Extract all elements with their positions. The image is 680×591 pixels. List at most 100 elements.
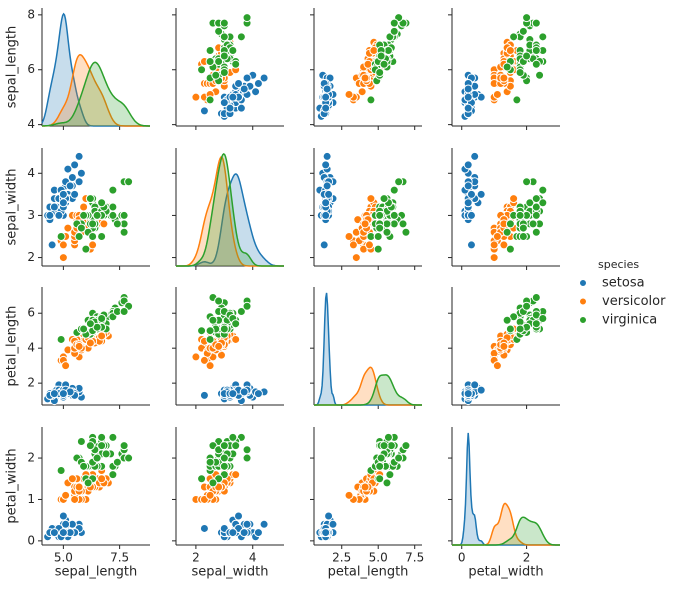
point xyxy=(49,389,59,399)
density-area xyxy=(176,153,284,266)
point xyxy=(515,67,525,77)
point xyxy=(56,465,66,475)
point xyxy=(70,494,80,504)
point xyxy=(205,57,215,67)
point xyxy=(382,227,392,237)
point xyxy=(242,73,252,83)
point xyxy=(463,92,473,102)
point xyxy=(199,390,209,400)
point xyxy=(375,223,385,233)
point xyxy=(101,449,111,459)
point xyxy=(197,326,207,336)
point xyxy=(344,232,354,241)
point xyxy=(360,482,370,492)
y-axis-label: sepal_length xyxy=(5,26,20,109)
point xyxy=(58,389,68,399)
point xyxy=(85,338,95,348)
point xyxy=(228,389,238,399)
y-tick-label: 4 xyxy=(27,117,35,131)
point xyxy=(205,361,215,371)
panel: 5.0 7.5 0 1 2 xyxy=(27,427,150,565)
point xyxy=(531,227,541,237)
panel: 2.5 5.0 7.5 xyxy=(310,427,424,565)
point xyxy=(231,319,241,329)
point xyxy=(531,292,541,302)
point xyxy=(67,474,77,484)
point xyxy=(348,240,358,250)
point xyxy=(251,87,261,97)
point xyxy=(70,160,80,170)
point xyxy=(401,441,411,451)
x-tick-label: 5.0 xyxy=(54,551,73,565)
point xyxy=(219,32,229,42)
point xyxy=(376,453,386,463)
point xyxy=(99,219,109,229)
y-tick-label: 4 xyxy=(27,341,35,355)
point xyxy=(74,151,84,161)
point xyxy=(253,78,263,88)
point xyxy=(328,519,338,529)
point xyxy=(81,244,91,254)
point xyxy=(518,232,528,241)
point xyxy=(112,219,122,229)
point xyxy=(208,315,218,325)
point xyxy=(119,441,129,451)
point xyxy=(401,227,411,237)
point xyxy=(505,219,515,229)
legend-title: species xyxy=(598,258,639,271)
point xyxy=(58,198,68,208)
point xyxy=(242,13,252,23)
point xyxy=(259,73,269,83)
panel xyxy=(172,287,284,409)
density-line xyxy=(176,152,284,267)
y-tick-label: 3 xyxy=(27,208,35,222)
point xyxy=(88,232,98,241)
point xyxy=(219,98,229,108)
density-area xyxy=(314,374,422,405)
y-tick-label: 4 xyxy=(27,166,35,180)
point xyxy=(67,173,77,182)
x-tick-label: 7.5 xyxy=(110,551,129,565)
point xyxy=(83,478,93,488)
point xyxy=(61,361,71,371)
density-area xyxy=(176,174,284,266)
x-axis-label: petal_length xyxy=(328,565,409,580)
point xyxy=(389,210,399,220)
point xyxy=(492,361,502,371)
point xyxy=(85,441,95,451)
y-tick-label: 2 xyxy=(27,451,35,465)
point xyxy=(49,202,59,212)
x-tick-label: 2.5 xyxy=(332,551,351,565)
point xyxy=(463,103,473,113)
point xyxy=(112,457,122,467)
point xyxy=(515,324,525,334)
x-axis-label: sepal_length xyxy=(55,565,138,580)
point xyxy=(63,164,73,174)
point xyxy=(108,470,118,480)
point xyxy=(97,313,107,323)
point xyxy=(466,240,476,250)
point xyxy=(375,210,385,220)
point xyxy=(225,103,235,113)
point xyxy=(219,18,229,28)
point xyxy=(389,26,399,36)
density-area xyxy=(42,54,150,126)
point xyxy=(531,319,541,329)
point xyxy=(65,181,75,191)
point xyxy=(97,198,107,208)
point xyxy=(45,210,55,220)
point xyxy=(231,59,241,69)
point xyxy=(199,106,209,116)
point xyxy=(239,84,249,94)
point xyxy=(538,313,548,323)
point xyxy=(522,51,532,61)
point xyxy=(76,168,86,178)
point xyxy=(383,432,393,442)
point xyxy=(502,227,512,237)
point xyxy=(97,441,107,451)
point xyxy=(502,315,512,325)
y-tick-label: 1 xyxy=(27,492,35,506)
point xyxy=(470,151,480,161)
point xyxy=(389,185,399,195)
point xyxy=(205,334,215,344)
